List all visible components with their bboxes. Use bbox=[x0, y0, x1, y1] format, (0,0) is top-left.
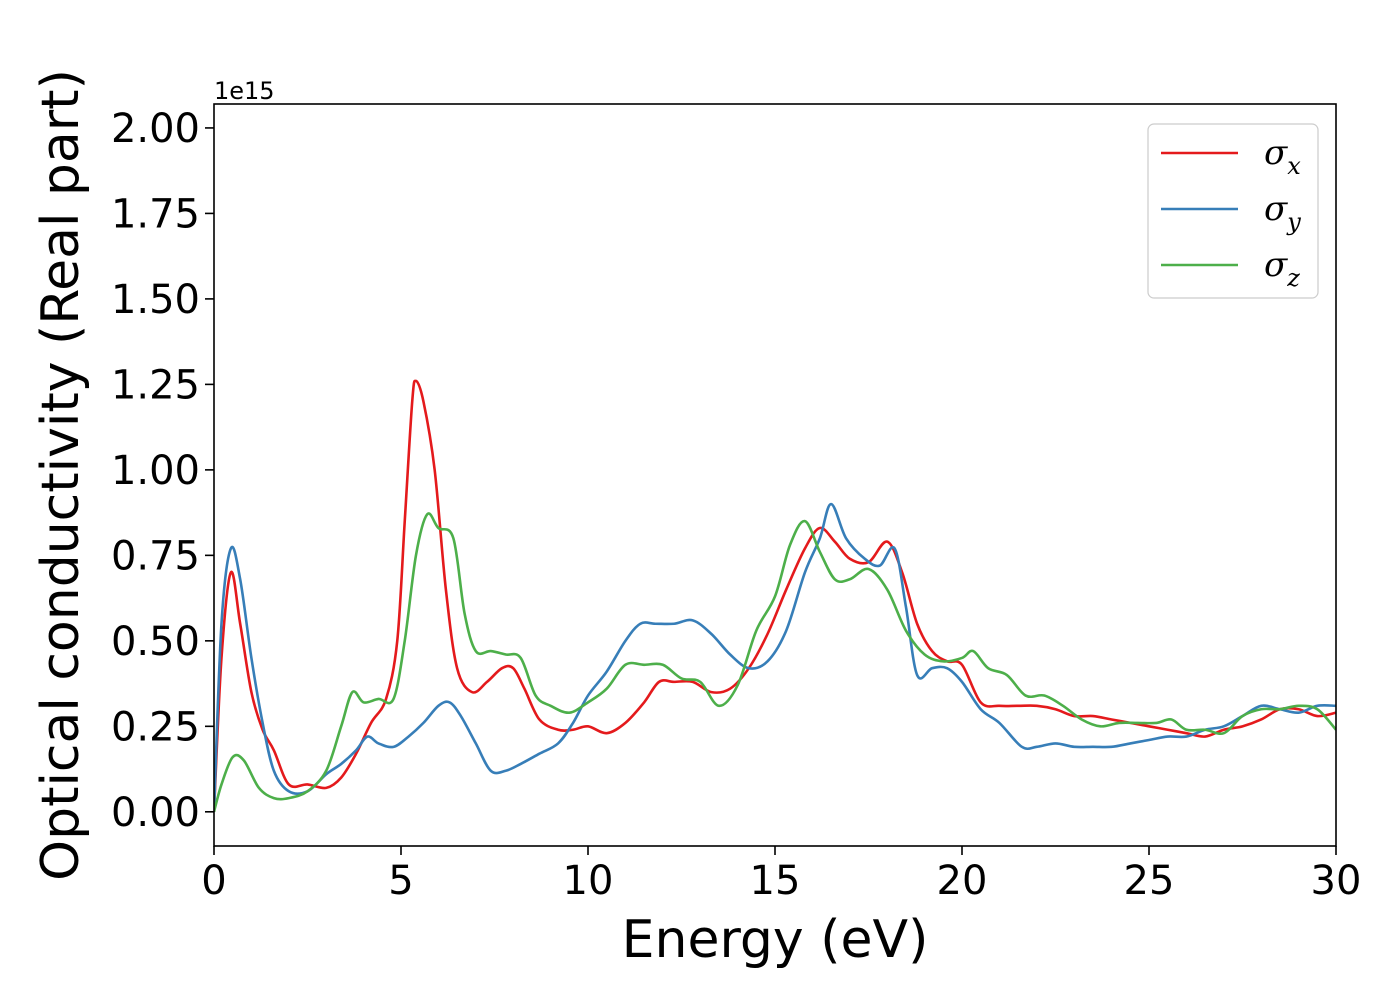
x-tick-label: 25 bbox=[1124, 858, 1175, 904]
x-tick-label: 0 bbox=[201, 858, 226, 904]
legend-label-z: σz bbox=[1264, 245, 1300, 292]
y-axis-label: Optical conductivity (Real part) bbox=[31, 69, 91, 881]
y-offset-label: 1e15 bbox=[214, 77, 275, 105]
legend-box bbox=[1147, 123, 1319, 299]
y-tick-label: 1.25 bbox=[111, 362, 200, 408]
y-tick-label: 0.75 bbox=[111, 533, 200, 579]
y-tick-label: 0.50 bbox=[111, 619, 200, 665]
y-tick-label: 0.25 bbox=[111, 704, 200, 750]
y-tick-label: 2.00 bbox=[111, 106, 200, 152]
x-axis: 0 5 10 15 20 25 30 bbox=[201, 846, 1361, 904]
x-axis-label: Energy (eV) bbox=[622, 910, 929, 970]
x-tick-label: 30 bbox=[1311, 858, 1362, 904]
x-tick-label: 15 bbox=[750, 858, 801, 904]
y-axis: 0.00 0.25 0.50 0.75 1.00 1.25 1.50 1.75 2.00 bbox=[111, 106, 214, 836]
y-tick-label: 1.00 bbox=[111, 448, 200, 494]
x-tick-label: 20 bbox=[937, 858, 988, 904]
series-line-z bbox=[214, 512, 1336, 813]
y-tick-label: 1.50 bbox=[111, 277, 200, 323]
x-tick-label: 5 bbox=[388, 858, 413, 904]
y-tick-label: 0.00 bbox=[111, 790, 200, 836]
series-layer bbox=[214, 379, 1336, 813]
series-line-y bbox=[214, 502, 1336, 812]
x-tick-label: 10 bbox=[563, 858, 614, 904]
y-tick-label: 1.75 bbox=[111, 191, 200, 237]
